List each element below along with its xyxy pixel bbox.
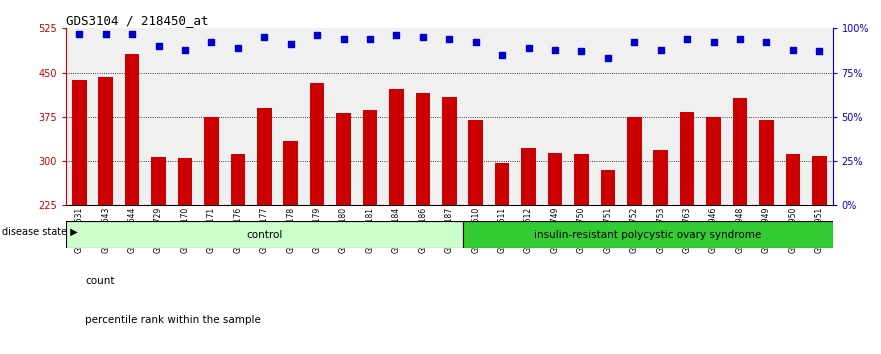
Bar <box>231 154 245 205</box>
Bar <box>601 170 615 205</box>
Text: control: control <box>246 229 283 240</box>
Point <box>601 56 615 61</box>
Text: disease state ▶: disease state ▶ <box>2 227 78 237</box>
Point <box>389 33 403 38</box>
Point <box>231 45 245 51</box>
Bar <box>522 148 536 205</box>
Bar <box>495 164 509 205</box>
Bar <box>469 120 483 205</box>
Bar <box>204 118 218 205</box>
Point <box>522 45 536 51</box>
Point <box>574 48 589 54</box>
Bar <box>786 154 800 205</box>
Point <box>99 31 113 36</box>
Bar <box>389 89 403 205</box>
Point <box>310 33 324 38</box>
Point <box>363 36 377 42</box>
Point <box>733 36 747 42</box>
Point <box>284 41 298 47</box>
Point <box>469 40 483 45</box>
Bar <box>707 118 721 205</box>
Bar <box>125 54 139 205</box>
Point <box>627 40 641 45</box>
Bar <box>337 113 351 205</box>
Bar <box>178 158 192 205</box>
Point <box>204 40 218 45</box>
Point <box>654 47 668 52</box>
Text: percentile rank within the sample: percentile rank within the sample <box>85 315 262 325</box>
Point <box>152 43 166 49</box>
Point <box>337 36 351 42</box>
Text: GDS3104 / 218450_at: GDS3104 / 218450_at <box>66 14 209 27</box>
Bar <box>548 153 562 205</box>
Text: count: count <box>85 276 115 286</box>
Point <box>680 36 694 42</box>
Bar <box>363 110 377 205</box>
Bar <box>257 108 271 205</box>
Point <box>125 31 139 36</box>
Point <box>257 34 271 40</box>
Point <box>812 48 826 54</box>
Point <box>707 40 721 45</box>
Point <box>786 47 800 52</box>
Bar <box>416 93 430 205</box>
Bar <box>759 120 774 205</box>
Bar <box>574 154 589 205</box>
Point <box>442 36 456 42</box>
Point <box>72 31 86 36</box>
Bar <box>812 156 826 205</box>
Bar <box>310 83 324 205</box>
Bar <box>463 221 833 248</box>
Point <box>178 47 192 52</box>
Point <box>495 52 509 58</box>
Bar <box>654 150 668 205</box>
Point <box>548 47 562 52</box>
Bar <box>442 97 456 205</box>
Bar <box>680 112 694 205</box>
Bar <box>72 80 86 205</box>
Bar <box>152 157 166 205</box>
Bar <box>733 98 747 205</box>
Bar <box>627 117 641 205</box>
Bar <box>99 77 113 205</box>
Point <box>759 40 774 45</box>
Point <box>416 34 430 40</box>
Text: insulin-resistant polycystic ovary syndrome: insulin-resistant polycystic ovary syndr… <box>534 229 761 240</box>
Bar <box>66 221 463 248</box>
Bar <box>284 141 298 205</box>
